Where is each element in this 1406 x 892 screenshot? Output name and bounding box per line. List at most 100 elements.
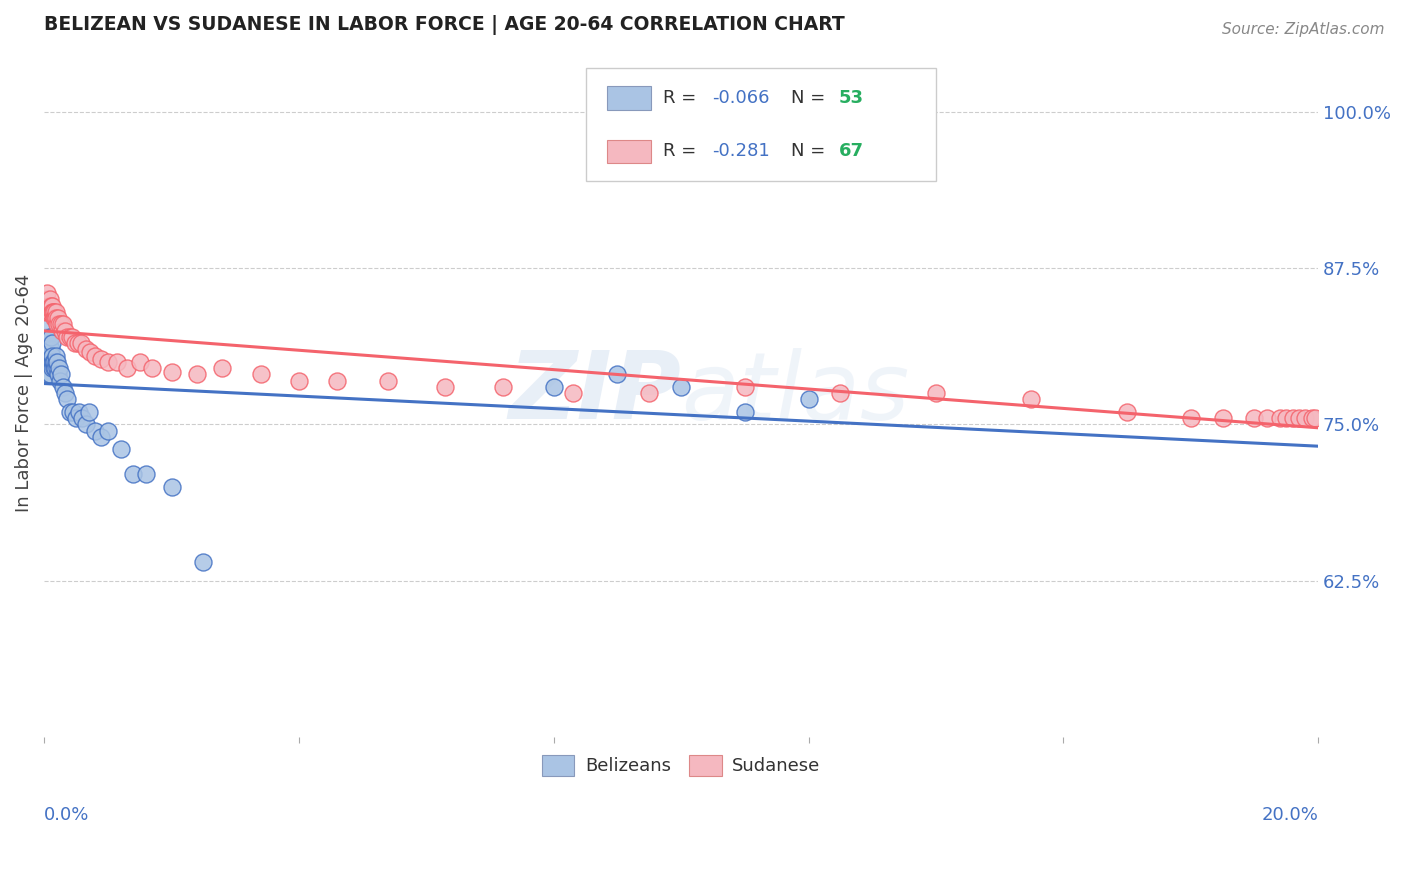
Point [84, 424, 107, 438]
Point [492, 380, 515, 394]
Point [38, 299, 60, 313]
Point [128, 355, 150, 369]
Point [37, 318, 59, 332]
Point [38, 343, 60, 357]
Text: 53: 53 [839, 89, 865, 107]
Point [51, 368, 73, 382]
Point [249, 368, 271, 382]
Point [35, 305, 58, 319]
Point [65, 411, 87, 425]
Point [42, 305, 65, 319]
Point [72, 411, 94, 425]
Point [79, 344, 101, 359]
Point [1116, 405, 1139, 419]
Point [46, 355, 69, 369]
Point [53, 386, 76, 401]
Text: N =: N = [790, 89, 831, 107]
Point [45, 349, 67, 363]
Point [97, 355, 120, 369]
Point [39, 343, 62, 357]
Point [42, 355, 65, 369]
Text: R =: R = [664, 143, 702, 161]
Point [45, 305, 67, 319]
Point [42, 305, 65, 319]
Point [606, 368, 628, 382]
Point [45, 311, 67, 326]
Point [1243, 411, 1265, 425]
Point [115, 361, 138, 376]
Point [1268, 411, 1291, 425]
Point [186, 368, 208, 382]
Point [1288, 411, 1310, 425]
Point [638, 386, 661, 401]
Text: 67: 67 [839, 143, 865, 161]
Point [160, 365, 183, 379]
Point [66, 336, 89, 351]
Text: -0.281: -0.281 [711, 143, 769, 161]
Point [67, 405, 90, 419]
Point [105, 355, 128, 369]
Point [48, 318, 70, 332]
Point [63, 336, 86, 351]
Point [75, 343, 97, 357]
Y-axis label: In Labor Force | Age 20-64: In Labor Force | Age 20-64 [15, 274, 32, 512]
Point [44, 311, 66, 326]
Point [35, 343, 58, 357]
Point [734, 405, 756, 419]
Point [830, 386, 852, 401]
Point [39, 355, 62, 369]
Point [37, 330, 59, 344]
Point [35, 355, 58, 369]
Point [160, 480, 183, 494]
Point [44, 311, 66, 326]
Point [97, 424, 120, 438]
Point [734, 380, 756, 394]
Point [38, 355, 60, 369]
Point [39, 305, 62, 319]
Point [434, 380, 457, 394]
Point [1275, 411, 1298, 425]
Point [90, 430, 112, 444]
Point [110, 442, 132, 457]
Point [39, 368, 62, 382]
Point [41, 349, 63, 363]
Point [122, 467, 145, 482]
Point [41, 305, 63, 319]
Point [44, 361, 66, 376]
Point [211, 361, 233, 376]
Point [193, 555, 215, 569]
Point [41, 336, 63, 351]
Point [1180, 411, 1202, 425]
Point [46, 311, 69, 326]
Point [62, 405, 84, 419]
Point [75, 417, 97, 432]
Text: R =: R = [664, 89, 702, 107]
Bar [607, 140, 651, 163]
Text: 0.0%: 0.0% [44, 805, 90, 823]
Point [58, 405, 80, 419]
Bar [607, 87, 651, 110]
Point [90, 352, 112, 367]
Point [377, 374, 399, 388]
Point [48, 361, 70, 376]
Point [49, 374, 72, 388]
Point [141, 361, 163, 376]
Text: atlas: atlas [681, 348, 910, 439]
Point [37, 368, 59, 382]
Point [41, 299, 63, 313]
Point [41, 361, 63, 376]
Point [37, 293, 59, 307]
Point [58, 330, 80, 344]
Point [56, 330, 79, 344]
Point [45, 361, 67, 376]
Point [1303, 411, 1326, 425]
Point [44, 355, 66, 369]
Point [288, 374, 311, 388]
Point [925, 386, 948, 401]
Point [45, 318, 67, 332]
Point [49, 318, 72, 332]
Point [39, 330, 62, 344]
Text: BELIZEAN VS SUDANESE IN LABOR FORCE | AGE 20-64 CORRELATION CHART: BELIZEAN VS SUDANESE IN LABOR FORCE | AG… [44, 15, 845, 35]
Point [37, 286, 59, 301]
Point [135, 467, 157, 482]
